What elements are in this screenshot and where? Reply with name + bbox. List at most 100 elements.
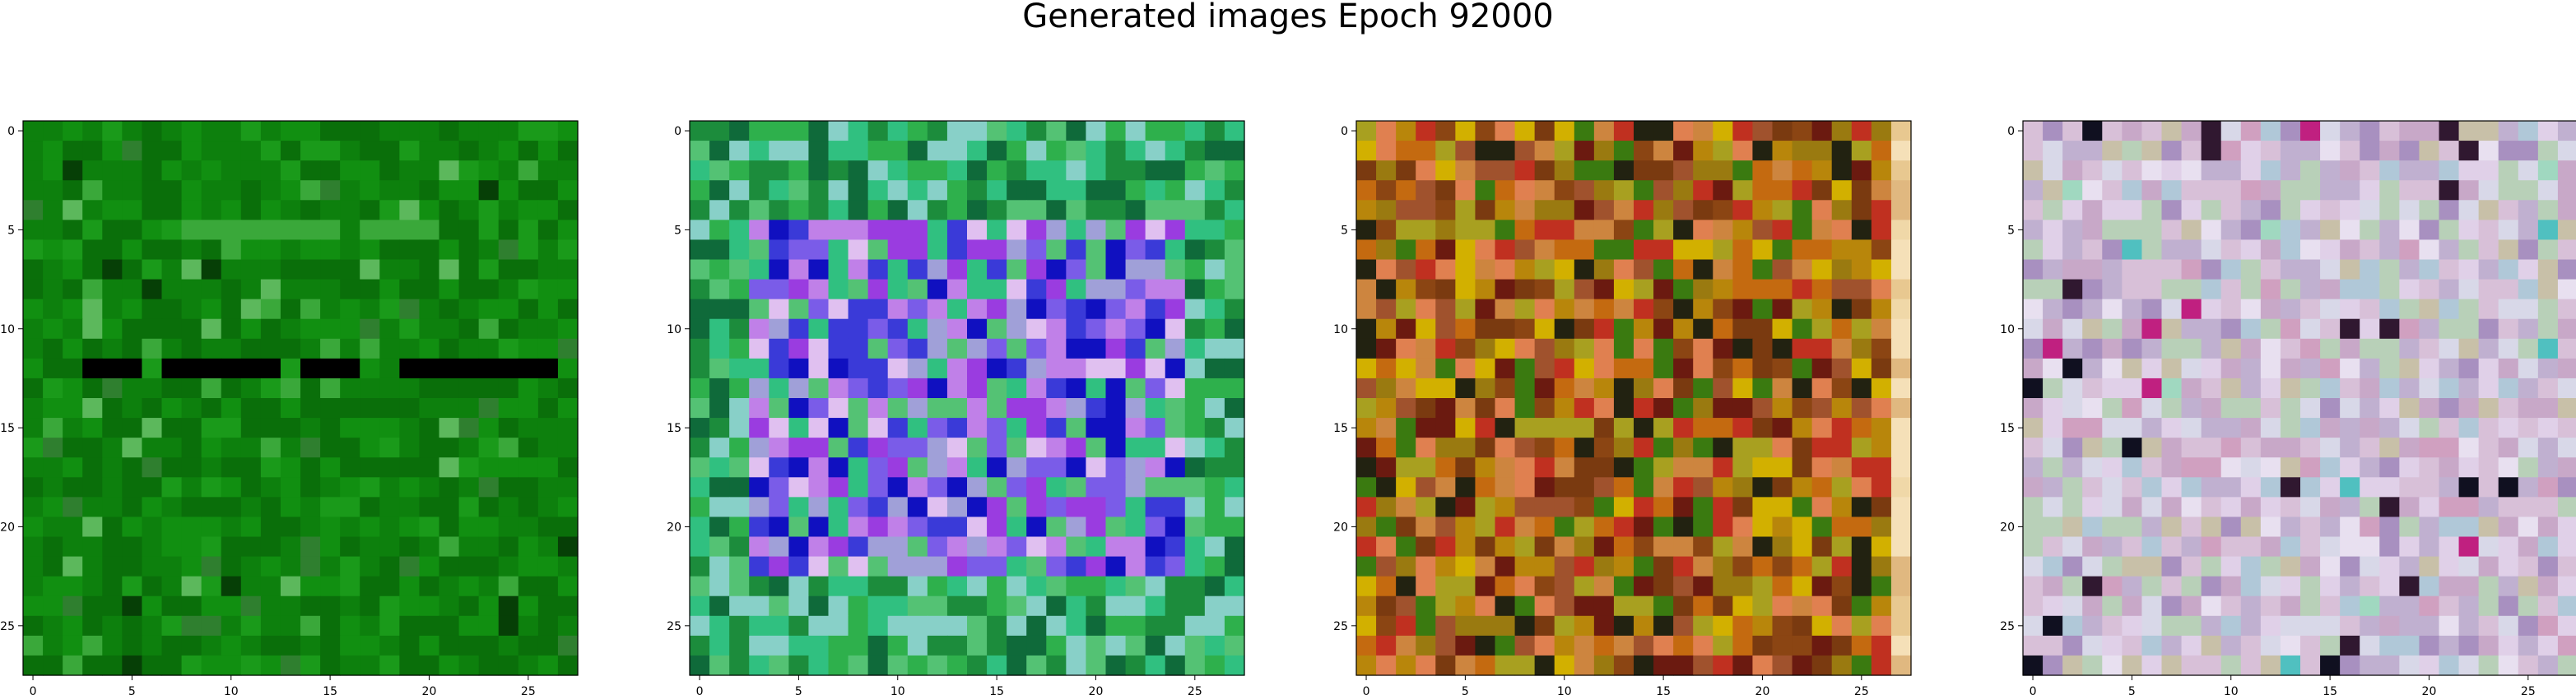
pixel-cell bbox=[537, 615, 559, 637]
pixel-cell bbox=[1772, 615, 1793, 637]
pixel-cell bbox=[23, 279, 44, 300]
pixel-cell bbox=[749, 338, 770, 359]
pixel-cell bbox=[729, 398, 750, 419]
pixel-cell bbox=[828, 141, 849, 161]
pixel-cell bbox=[1693, 160, 1713, 181]
pixel-cell bbox=[1396, 160, 1416, 181]
pixel-cell bbox=[2062, 141, 2083, 161]
pixel-cell bbox=[2280, 299, 2301, 320]
x-tick-label: 10 bbox=[1557, 685, 1572, 695]
pixel-cell bbox=[300, 239, 321, 261]
pixel-cell bbox=[419, 595, 440, 617]
pixel-cell bbox=[1851, 279, 1872, 300]
pixel-cell bbox=[2082, 615, 2103, 637]
pixel-cell bbox=[2102, 398, 2123, 419]
pixel-cell bbox=[360, 239, 380, 261]
pixel-cell bbox=[1416, 279, 1436, 300]
pixel-cell bbox=[478, 398, 500, 419]
pixel-cell bbox=[1871, 595, 1892, 617]
pixel-cell bbox=[2518, 497, 2539, 518]
pixel-cell bbox=[240, 279, 262, 300]
pixel-cell bbox=[1086, 121, 1107, 141]
pixel-cell bbox=[1204, 655, 1225, 676]
pixel-cell bbox=[2240, 358, 2262, 379]
pixel-cell bbox=[260, 457, 281, 478]
pixel-cell bbox=[2419, 220, 2440, 241]
pixel-cell bbox=[498, 220, 519, 241]
pixel-cell bbox=[1890, 497, 1912, 518]
pixel-cell bbox=[1376, 576, 1397, 597]
pixel-cell bbox=[2518, 595, 2539, 617]
pixel-cell bbox=[2023, 635, 2044, 656]
pixel-cell bbox=[221, 279, 242, 300]
pixel-cell bbox=[2340, 358, 2360, 379]
pixel-cell bbox=[458, 635, 480, 656]
pixel-cell bbox=[2379, 595, 2400, 617]
pixel-cell bbox=[887, 635, 909, 656]
pixel-cell bbox=[1851, 121, 1872, 141]
pixel-cell bbox=[769, 259, 789, 280]
pixel-cell bbox=[1416, 655, 1436, 676]
pixel-cell bbox=[1125, 418, 1146, 438]
pixel-cell bbox=[1693, 358, 1713, 379]
pixel-cell bbox=[848, 121, 869, 141]
pixel-cell bbox=[1713, 378, 1733, 399]
pixel-cell bbox=[240, 457, 262, 478]
pixel-cell bbox=[1455, 438, 1476, 458]
pixel-cell bbox=[2023, 457, 2044, 478]
pixel-cell bbox=[439, 457, 460, 478]
pixel-cell bbox=[1145, 180, 1166, 201]
pixel-cell bbox=[142, 200, 163, 220]
pixel-cell bbox=[848, 220, 869, 241]
pixel-cell bbox=[1356, 338, 1377, 359]
pixel-cell bbox=[1455, 615, 1476, 637]
pixel-cell bbox=[1871, 556, 1892, 577]
pixel-cell bbox=[1673, 318, 1694, 340]
pixel-cell bbox=[1871, 160, 1892, 181]
pixel-cell bbox=[478, 200, 500, 220]
pixel-cell bbox=[1653, 259, 1674, 280]
pixel-cell bbox=[1204, 141, 1225, 161]
pixel-cell bbox=[1145, 457, 1166, 478]
pixel-cell bbox=[1514, 517, 1536, 538]
pixel-cell bbox=[2082, 576, 2103, 597]
pixel-cell bbox=[2360, 121, 2380, 141]
pixel-cell bbox=[729, 497, 750, 518]
figure-title: Generated images Epoch 92000 bbox=[1022, 0, 1554, 35]
pixel-cell bbox=[2399, 220, 2420, 241]
pixel-cell bbox=[1732, 615, 1754, 637]
pixel-cell bbox=[2439, 239, 2460, 261]
pixel-cell bbox=[340, 418, 360, 438]
pixel-cell bbox=[458, 239, 480, 261]
pixel-cell bbox=[260, 318, 281, 340]
pixel-cell bbox=[1495, 457, 1516, 478]
pixel-cell bbox=[1772, 457, 1793, 478]
pixel-cell bbox=[518, 536, 539, 558]
pixel-cell bbox=[2518, 418, 2539, 438]
pixel-cell bbox=[729, 576, 750, 597]
pixel-cell bbox=[808, 279, 830, 300]
pixel-cell bbox=[1204, 595, 1225, 617]
pixel-cell bbox=[2280, 457, 2301, 478]
pixel-cell bbox=[2458, 635, 2480, 656]
pixel-cell bbox=[161, 576, 183, 597]
pixel-cell bbox=[360, 536, 380, 558]
pixel-cell bbox=[1653, 160, 1674, 181]
pixel-cell bbox=[1554, 615, 1575, 637]
pixel-cell bbox=[1673, 595, 1694, 617]
pixel-cell bbox=[1026, 517, 1047, 538]
pixel-cell bbox=[1435, 595, 1456, 617]
pixel-cell bbox=[749, 239, 770, 261]
pixel-cell bbox=[1435, 239, 1456, 261]
pixel-cell bbox=[1593, 438, 1615, 458]
pixel-cell bbox=[967, 418, 988, 438]
pixel-cell bbox=[300, 635, 321, 656]
pixel-cell bbox=[300, 615, 321, 637]
pixel-cell bbox=[1554, 259, 1575, 280]
pixel-cell bbox=[1086, 635, 1107, 656]
pixel-cell bbox=[280, 477, 301, 498]
pixel-cell bbox=[1026, 121, 1047, 141]
pixel-cell bbox=[1713, 477, 1733, 498]
pixel-cell bbox=[907, 438, 928, 458]
